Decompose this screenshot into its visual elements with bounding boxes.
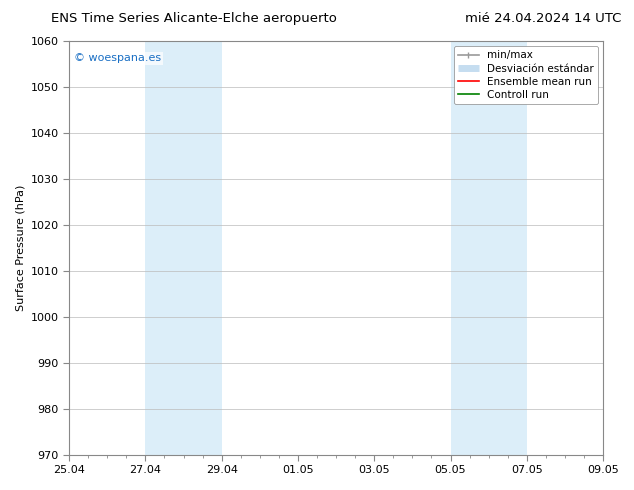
Bar (145, 41, 222, 455)
Text: © woespana.es: © woespana.es (74, 53, 162, 64)
Text: mié 24.04.2024 14 UTC: mié 24.04.2024 14 UTC (465, 12, 621, 25)
Text: ENS Time Series Alicante-Elche aeropuerto: ENS Time Series Alicante-Elche aeropuert… (51, 12, 337, 25)
Legend: min/max, Desviación estándar, Ensemble mean run, Controll run: min/max, Desviación estándar, Ensemble m… (454, 46, 598, 104)
Bar (451, 41, 527, 455)
Y-axis label: Surface Pressure (hPa): Surface Pressure (hPa) (15, 185, 25, 311)
